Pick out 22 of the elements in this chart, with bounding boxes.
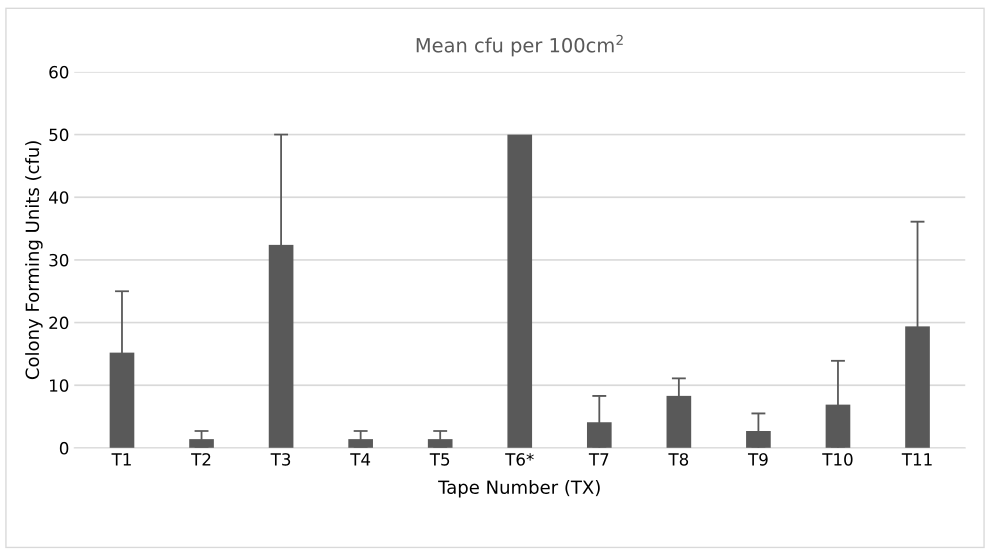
y-tick-label: 40 bbox=[48, 191, 68, 204]
x-tick-label: T3 bbox=[270, 453, 290, 466]
x-tick-label: T9 bbox=[748, 453, 768, 466]
x-tick-label: T10 bbox=[822, 453, 853, 466]
x-tick-label: T5 bbox=[430, 453, 450, 466]
y-tick-label: 10 bbox=[50, 379, 68, 392]
x-tick-label: T11 bbox=[902, 453, 932, 466]
x-axis-title: Tape Number (TX) bbox=[438, 480, 600, 498]
x-tick-label: T1 bbox=[112, 453, 131, 466]
x-tick-label: T7 bbox=[588, 453, 608, 466]
chart-title: Mean cfu per 100cm$^{2}$ bbox=[416, 34, 623, 56]
y-tick-label: 20 bbox=[49, 316, 68, 330]
y-tick-label: 50 bbox=[49, 128, 68, 142]
y-tick-label: 60 bbox=[49, 66, 68, 78]
x-tick-label: T8 bbox=[668, 453, 688, 466]
x-tick-label: T4 bbox=[350, 453, 370, 466]
y-tick-label: 30 bbox=[49, 254, 68, 266]
x-tick-label: T2 bbox=[191, 453, 210, 466]
y-tick-label: 0 bbox=[60, 442, 68, 454]
bar bbox=[507, 134, 532, 448]
y-axis-title: Colony Forming Units (cfu) bbox=[25, 141, 43, 380]
x-tick-label: T6* bbox=[505, 453, 534, 466]
